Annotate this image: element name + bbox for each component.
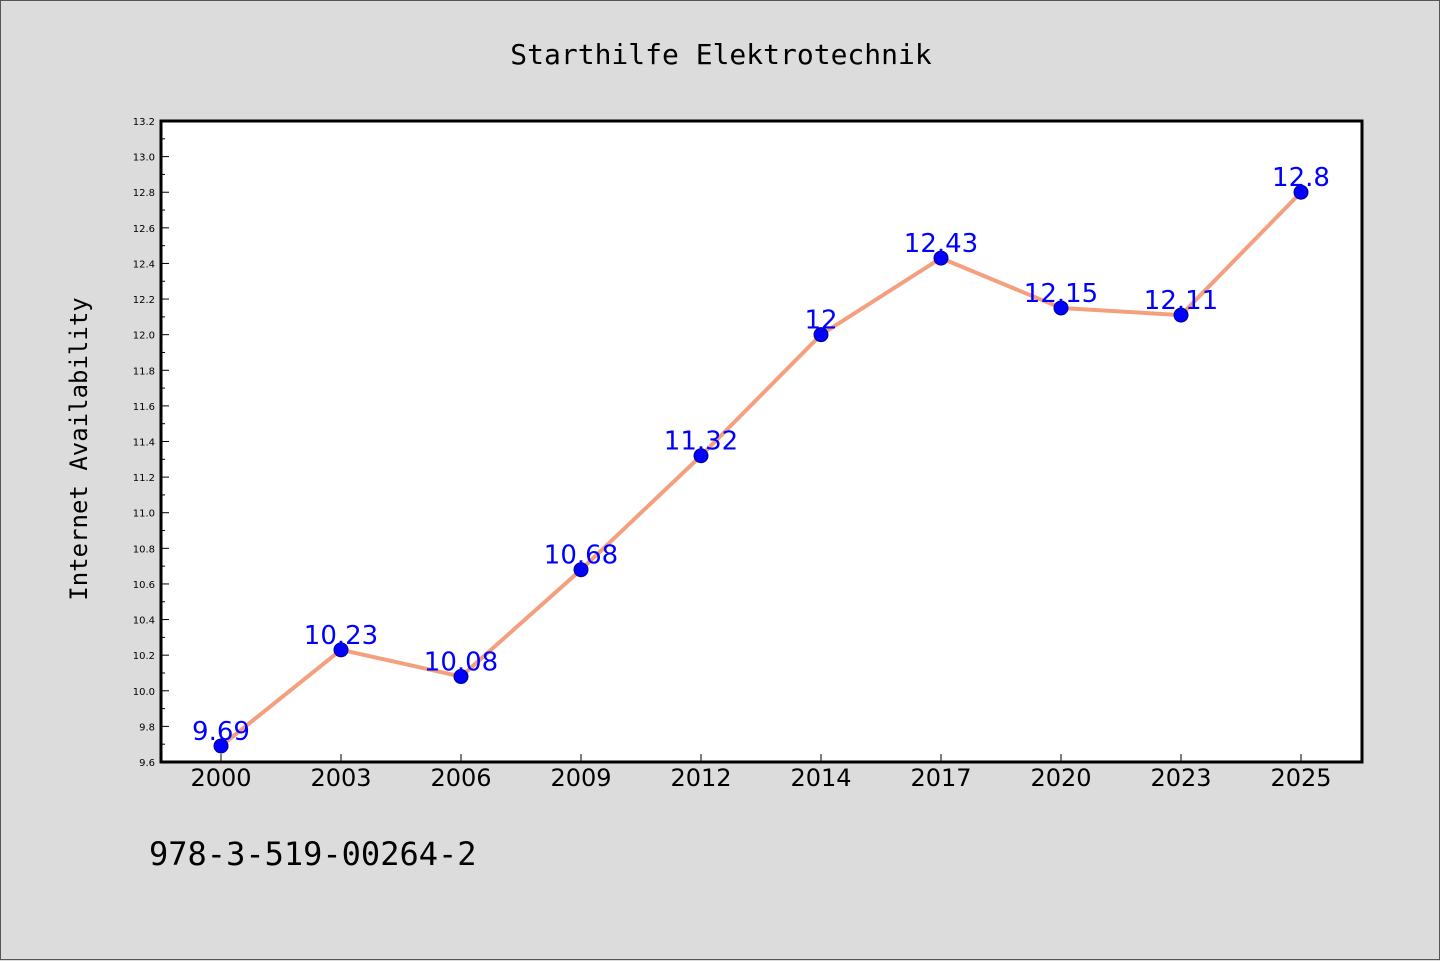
data-label: 12.43 (904, 229, 978, 259)
series-line (219, 190, 1303, 748)
y-tick-label: 10.6 (133, 580, 155, 591)
data-point (1293, 184, 1309, 200)
data-label: 10.68 (544, 541, 618, 571)
x-tick-label: 2020 (1030, 764, 1091, 792)
data-label: 10.23 (304, 621, 378, 651)
y-tick-label: 13.2 (133, 117, 155, 128)
data-point (453, 669, 469, 685)
y-tick-label: 11.8 (133, 366, 155, 377)
plot-area (159, 119, 1364, 764)
data-label: 9.69 (192, 717, 250, 747)
y-tick-label: 10.2 (133, 651, 155, 662)
y-tick-label: 9.6 (139, 758, 155, 769)
y-tick-label: 12.6 (133, 224, 155, 235)
y-tick-label: 11.2 (133, 473, 155, 484)
y-tick-label: 10.4 (133, 616, 155, 627)
data-point (573, 562, 589, 578)
x-tick-label: 2014 (790, 764, 851, 792)
y-tick-label: 12.0 (133, 331, 155, 342)
y-axis-label: Internet Availability (65, 297, 93, 600)
data-point (333, 642, 349, 658)
x-tick-label: 2012 (670, 764, 731, 792)
series-group (213, 184, 1309, 754)
data-labels-group: 9.69 10.23 10.08 10.68 11.32 12 12.43 12.15 12.1… (192, 163, 1330, 747)
data-point (813, 327, 829, 343)
x-tick-label: 2009 (550, 764, 611, 792)
y-axis: 9.6 9.8 10.0 10.2 10.4 10.6 10.8 11.0 11.2 11.4 11… (133, 117, 169, 769)
data-point (1053, 300, 1069, 316)
y-tick-label: 12.4 (133, 259, 155, 270)
y-tick-label: 11.4 (133, 438, 155, 449)
x-tick-label: 2023 (1150, 764, 1211, 792)
x-tick-label: 2003 (310, 764, 371, 792)
y-tick-label: 11.6 (133, 402, 155, 413)
y-tick-label: 10.8 (133, 544, 155, 555)
data-label: 11.32 (664, 427, 738, 457)
x-axis: 2000 2003 2006 2009 2012 2014 2017 2020 2023 2025 (190, 754, 1332, 792)
x-tick-label: 2006 (430, 764, 491, 792)
data-point (213, 738, 229, 754)
y-tick-label: 9.8 (139, 722, 155, 733)
data-label: 12 (804, 306, 837, 336)
data-label: 12.15 (1024, 279, 1098, 309)
data-point (933, 250, 949, 266)
chart-title: Starthilfe Elektrotechnik (510, 38, 932, 71)
x-tick-label: 2000 (190, 764, 251, 792)
data-point (693, 448, 709, 464)
y-tick-label: 12.8 (133, 188, 155, 199)
data-label: 12.8 (1272, 163, 1330, 193)
x-tick-label: 2025 (1270, 764, 1331, 792)
data-point (1173, 307, 1189, 323)
y-tick-label: 10.0 (133, 687, 155, 698)
data-label: 12.11 (1144, 286, 1218, 316)
y-tick-label: 12.2 (133, 295, 155, 306)
isbn-text: 978-3-519-00264-2 (149, 835, 477, 873)
y-tick-label: 13.0 (133, 153, 155, 164)
y-tick-label: 11.0 (133, 509, 155, 520)
x-tick-label: 2017 (910, 764, 971, 792)
data-label: 10.08 (424, 648, 498, 678)
